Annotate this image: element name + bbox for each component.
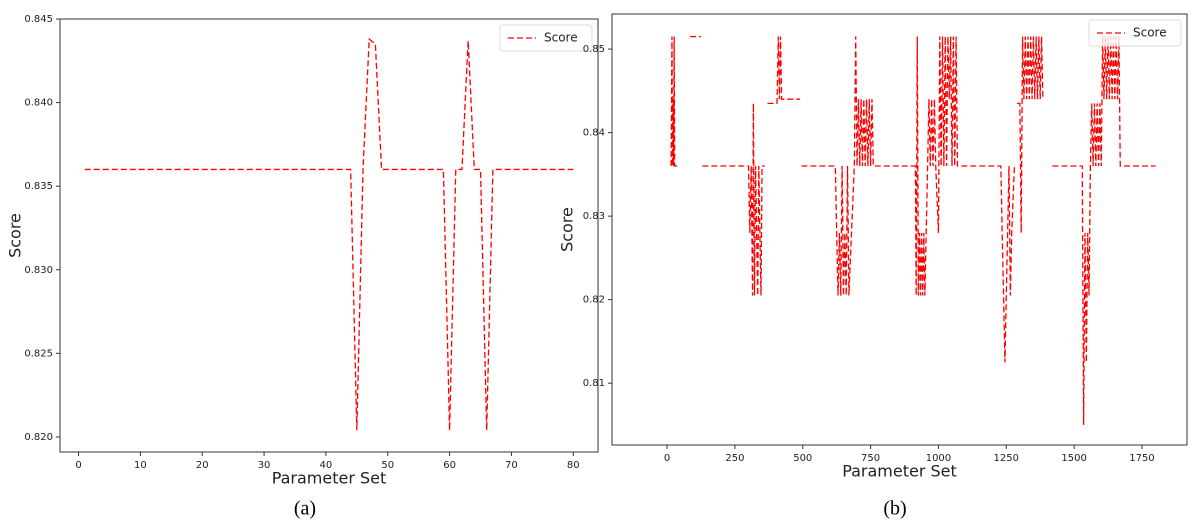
x-tick-label: 1750 [1129,453,1154,464]
legend-label: Score [544,31,578,45]
x-tick-label: 60 [443,460,456,471]
x-tick-label: 10 [134,460,147,471]
x-tick-label: 500 [793,453,812,464]
x-tick-label: 20 [196,460,209,471]
caption: (b) [883,498,906,520]
score-line [670,35,1156,425]
y-tick-label: 0.82 [583,295,605,306]
y-tick-label: 0.830 [24,265,53,276]
plot-frame [611,13,1188,446]
plot-frame [59,18,599,453]
y-tick-label: 0.825 [24,348,53,359]
y-tick-label: 0.85 [583,44,605,55]
y-tick-label: 0.840 [24,98,53,109]
x-tick-label: 750 [861,453,880,464]
x-tick-label: 50 [381,460,394,471]
x-tick-label: 80 [567,460,580,471]
y-tick-label: 0.835 [24,181,53,192]
legend-box [499,24,593,52]
legend-label: Score [1133,26,1167,40]
x-axis-label: Parameter Set [842,462,957,481]
x-tick-label: 0 [664,453,670,464]
caption: (a) [294,498,316,520]
x-axis-label: Parameter Set [272,469,387,488]
score-line [84,37,574,431]
y-tick-label: 0.81 [583,378,605,389]
y-axis-label: Score [558,207,577,252]
x-tick-label: 70 [505,460,518,471]
y-tick-label: 0.845 [24,14,53,25]
y-tick-label: 0.84 [583,128,605,139]
y-tick-label: 0.820 [24,432,53,443]
x-tick-label: 1000 [926,453,951,464]
y-axis-label: Score [6,213,25,258]
x-tick-label: 40 [320,460,333,471]
x-tick-label: 1250 [994,453,1019,464]
x-tick-label: 30 [258,460,271,471]
x-tick-label: 250 [725,453,744,464]
y-tick-label: 0.83 [583,211,605,222]
legend-box [1088,19,1182,47]
x-tick-label: 1500 [1061,453,1086,464]
x-tick-label: 0 [75,460,81,471]
